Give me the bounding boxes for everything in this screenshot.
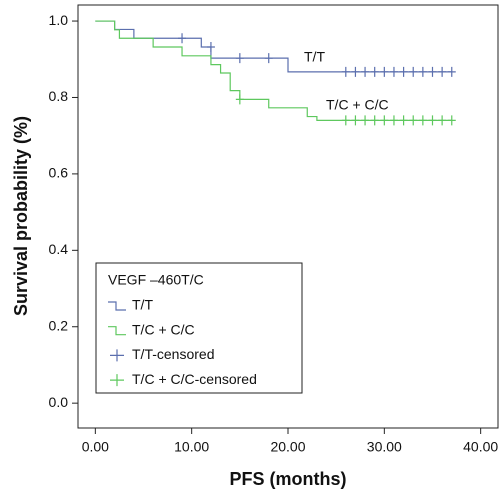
survival-line [95, 20, 452, 121]
annotation: T/T [304, 49, 325, 65]
censor-mark [409, 66, 418, 77]
y-axis-title: Survival probability (%) [11, 116, 31, 316]
censor-mark [399, 115, 408, 126]
censor-mark [341, 115, 350, 126]
censor-mark [409, 115, 418, 126]
legend-swatch [108, 326, 126, 336]
legend-box [95, 262, 303, 394]
censor-mark [264, 53, 273, 64]
censor-mark [380, 66, 389, 77]
y-tick-label: 0.6 [49, 165, 69, 181]
x-tick-label: 10.00 [174, 439, 209, 455]
y-tick-label: 1.0 [49, 12, 69, 28]
censor-mark [341, 66, 350, 77]
x-tick-label: 30.00 [367, 439, 402, 455]
censor-mark [418, 66, 427, 77]
censor-mark [447, 66, 456, 77]
x-tick-label: 0.00 [82, 439, 109, 455]
legend-swatch [108, 301, 126, 311]
censor-mark [361, 115, 370, 126]
censor-mark [235, 53, 244, 64]
censor-mark [438, 115, 447, 126]
censor-mark [380, 115, 389, 126]
legend-swatch [110, 374, 124, 387]
censor-mark [178, 33, 187, 44]
legend-label: T/C + C/C [132, 321, 195, 337]
annotation: T/C + C/C [326, 97, 389, 113]
y-tick-label: 0.2 [49, 317, 69, 333]
censor-mark [418, 115, 427, 126]
censor-mark [428, 66, 437, 77]
censor-mark [370, 115, 379, 126]
y-tick-label: 0.8 [49, 88, 69, 104]
y-tick-label: 0.0 [49, 394, 69, 410]
x-axis-title: PFS (months) [230, 469, 347, 489]
censor-mark [389, 115, 398, 126]
legend-title: VEGF –460T/C [108, 272, 204, 288]
survival-line [95, 20, 452, 73]
x-tick-label: 20.00 [270, 439, 305, 455]
censor-mark [428, 115, 437, 126]
legend-label: T/T-censored [132, 346, 214, 362]
x-tick-label: 40.00 [463, 439, 498, 455]
censor-mark [235, 94, 244, 105]
censor-mark [389, 66, 398, 77]
censor-mark [438, 66, 447, 77]
y-tick-label: 0.4 [49, 241, 69, 257]
censor-mark [351, 66, 360, 77]
censor-mark [447, 115, 456, 126]
censor-mark [399, 66, 408, 77]
legend-label: T/T [132, 297, 153, 313]
legend-label: T/C + C/C-censored [132, 371, 257, 387]
legend-swatch [110, 349, 124, 362]
censor-mark [206, 42, 215, 53]
censor-mark [370, 66, 379, 77]
censor-mark [351, 115, 360, 126]
censor-mark [361, 66, 370, 77]
